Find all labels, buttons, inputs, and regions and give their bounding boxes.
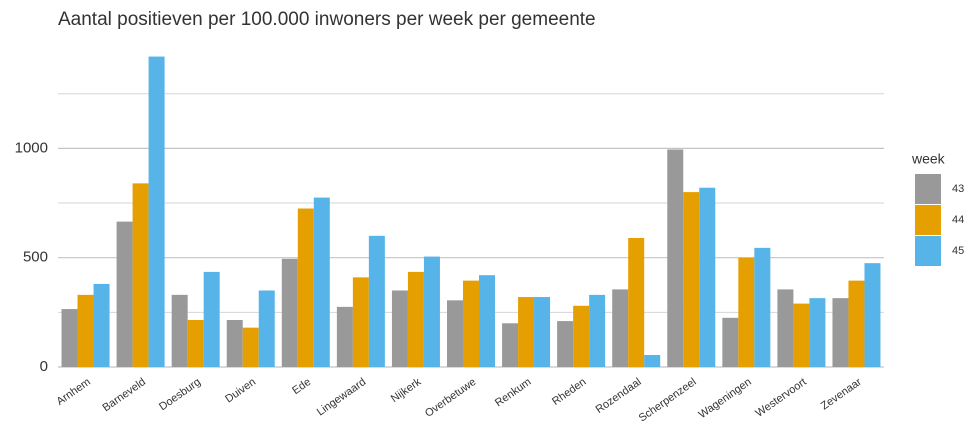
bar: [479, 275, 495, 367]
x-tick-label: Westervoort: [753, 376, 808, 420]
bar: [407, 271, 424, 367]
bar: [171, 294, 188, 367]
legend-title: week: [911, 151, 946, 167]
x-tick-label: Doesburg: [157, 376, 203, 413]
bar: [148, 56, 165, 367]
legend-swatch: [915, 174, 941, 204]
bar: [864, 263, 881, 367]
bar: [612, 289, 629, 367]
bar: [391, 290, 408, 367]
x-tick-label: Lingewaard: [315, 376, 368, 418]
bar: [336, 306, 353, 367]
x-tick-label: Ede: [290, 376, 313, 397]
bar: [116, 221, 133, 367]
legend-label: 44: [952, 214, 964, 226]
x-tick-label: Renkum: [493, 376, 533, 409]
y-tick-label: 0: [40, 358, 48, 375]
bar: [644, 354, 661, 367]
x-tick-label: Wageningen: [697, 376, 754, 421]
x-tick-label: Duiven: [223, 376, 258, 405]
x-tick-label: Rozendaal: [594, 376, 644, 416]
bar: [93, 283, 110, 367]
bar: [722, 317, 739, 367]
bar: [242, 327, 259, 367]
bar: [502, 323, 519, 367]
bar: [352, 277, 369, 367]
bar: [258, 290, 275, 367]
legend-label: 45: [952, 245, 964, 257]
bar: [777, 289, 794, 367]
bar: [368, 235, 385, 367]
bar: [187, 319, 204, 367]
bar: [518, 297, 535, 367]
bar: [61, 309, 78, 367]
bar: [281, 258, 298, 367]
bar: [589, 294, 606, 367]
x-tick-label: Barneveld: [101, 376, 148, 414]
y-tick-label: 500: [23, 249, 48, 266]
bar: [809, 298, 826, 367]
x-tick-label: Arnhem: [54, 376, 92, 408]
bar: [423, 256, 440, 367]
bar: [699, 187, 716, 367]
legend-swatch: [915, 205, 941, 235]
x-tick-label: Rheden: [550, 376, 588, 408]
bar: [557, 321, 574, 367]
bar: [754, 247, 771, 367]
bar: [738, 257, 755, 367]
chart-title: Aantal positieven per 100.000 inwoners p…: [58, 9, 596, 30]
bar: [463, 280, 479, 367]
bar: [683, 192, 700, 367]
x-tick-label: Scherpenzeel: [637, 376, 699, 423]
bar: [203, 271, 220, 367]
bar: [534, 297, 551, 367]
y-tick-label: 1000: [15, 139, 48, 156]
legend-swatch: [915, 236, 941, 266]
bar: [667, 149, 684, 367]
legend-label: 43: [952, 183, 964, 195]
bar: [132, 183, 149, 367]
x-tick-label: Zevenaar: [819, 376, 864, 413]
bar: [447, 300, 463, 367]
bar: [226, 319, 243, 367]
bar: [793, 303, 810, 367]
bar: [832, 298, 849, 367]
bar: [848, 280, 865, 367]
x-tick-label: Overbetuwe: [423, 376, 478, 420]
bar: [297, 208, 314, 367]
x-tick-label: Nijkerk: [389, 376, 424, 405]
bar: [77, 294, 94, 367]
bar: [313, 197, 330, 367]
bar: [573, 305, 590, 367]
bar: [628, 238, 645, 367]
